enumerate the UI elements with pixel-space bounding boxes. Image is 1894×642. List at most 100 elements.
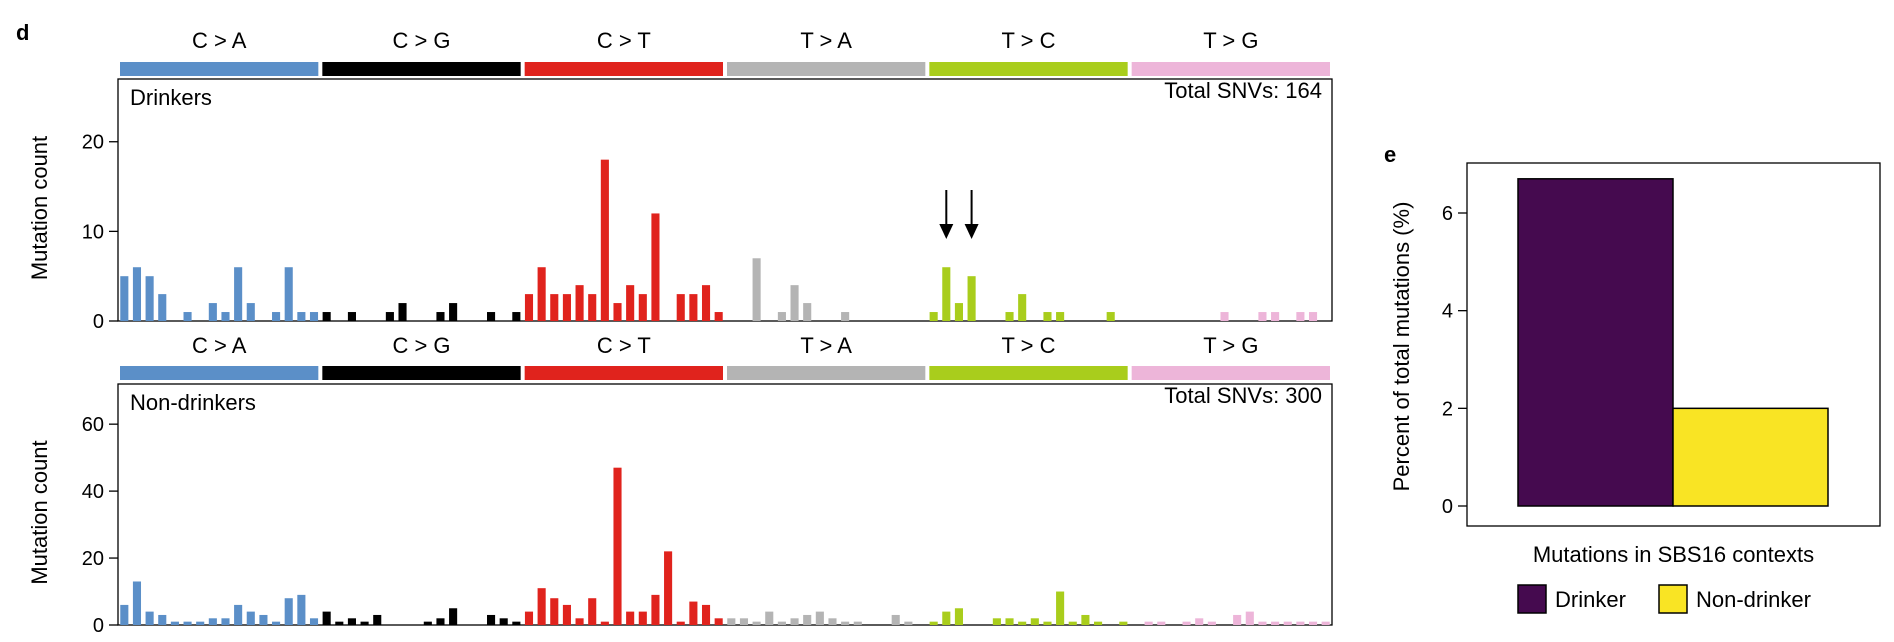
panel-letter-d: d xyxy=(16,20,29,45)
class-strip-4 xyxy=(929,62,1128,76)
class-label: C > A xyxy=(192,28,247,53)
bar xyxy=(120,604,129,625)
bar xyxy=(1233,614,1242,625)
class-label: C > G xyxy=(392,333,450,358)
class-strip-3 xyxy=(727,62,926,76)
bar xyxy=(208,303,217,321)
bar xyxy=(373,614,382,625)
bar xyxy=(588,294,597,321)
bar xyxy=(524,611,534,625)
class-label: T > G xyxy=(1203,333,1258,358)
bar xyxy=(1081,614,1090,625)
bar xyxy=(626,611,635,625)
total-snvs: Total SNVs: 164 xyxy=(1164,78,1322,103)
bar xyxy=(638,294,647,321)
legend-swatch xyxy=(1658,584,1688,614)
bar xyxy=(828,618,837,625)
bar xyxy=(676,621,685,625)
bar xyxy=(689,601,698,625)
y-tick-label: 20 xyxy=(82,548,104,570)
class-label: T > C xyxy=(1001,333,1055,358)
bar xyxy=(562,294,571,321)
class-strip-4 xyxy=(929,366,1128,380)
bar xyxy=(347,312,356,321)
bar xyxy=(765,611,774,625)
bar xyxy=(841,312,850,321)
bar xyxy=(1068,621,1077,625)
bar xyxy=(436,618,445,625)
bar xyxy=(132,581,142,625)
bar xyxy=(234,267,243,321)
y-tick-label: 0 xyxy=(93,615,104,637)
bar xyxy=(954,303,963,321)
bar xyxy=(120,276,129,321)
bar xyxy=(676,294,685,321)
panel-title: Drinkers xyxy=(130,85,212,110)
bar xyxy=(499,618,508,625)
class-strip-1 xyxy=(322,62,521,76)
bar xyxy=(790,618,799,625)
bar xyxy=(158,614,167,625)
bar xyxy=(638,611,647,625)
y-axis-label: Mutation count xyxy=(27,440,52,584)
class-label: T > A xyxy=(800,333,852,358)
bar xyxy=(1207,621,1216,625)
bar xyxy=(385,312,394,321)
bar xyxy=(347,618,356,625)
bar xyxy=(1308,312,1318,321)
y-tick-label: 10 xyxy=(82,221,104,243)
bar xyxy=(537,588,546,625)
class-strip-5 xyxy=(1131,366,1330,380)
bar xyxy=(183,312,192,321)
bar xyxy=(487,614,496,625)
sbs16-chart: 0 2 4 6 Percent of total mutations (%) Mutati… xyxy=(1389,162,1881,614)
y-tick-label: 20 xyxy=(82,132,104,154)
bar xyxy=(208,618,217,625)
bar xyxy=(221,618,230,625)
bar xyxy=(360,621,369,625)
bar xyxy=(752,621,761,625)
bar xyxy=(1094,621,1103,625)
bar xyxy=(1220,312,1229,321)
bar xyxy=(1296,312,1305,321)
bar xyxy=(550,598,559,625)
bar xyxy=(727,618,736,625)
plot-frame xyxy=(117,383,1333,626)
bar xyxy=(613,467,622,625)
bar xyxy=(322,312,331,321)
bar xyxy=(335,621,344,625)
bar xyxy=(1271,312,1280,321)
bar xyxy=(891,614,900,625)
bar xyxy=(1005,618,1014,625)
class-label: T > G xyxy=(1203,28,1258,53)
bar xyxy=(246,303,255,321)
class-label: C > T xyxy=(597,333,651,358)
bar xyxy=(537,267,546,321)
class-label: T > C xyxy=(1001,28,1055,53)
bar xyxy=(1245,611,1254,625)
bar xyxy=(777,621,786,625)
bar xyxy=(689,294,698,321)
bar xyxy=(739,618,749,625)
bar xyxy=(1119,621,1128,625)
panel-letter-e: e xyxy=(1384,142,1396,167)
plot-frame xyxy=(117,78,1333,322)
bar xyxy=(600,159,609,321)
bar xyxy=(1296,621,1305,625)
bar xyxy=(1056,312,1065,321)
bar xyxy=(297,594,306,625)
bar xyxy=(714,312,723,321)
bar xyxy=(1056,591,1065,625)
drinkers-chart: C > A C > G C > T T > A T > C T > G 0 10 20 Mutat… xyxy=(27,28,1333,333)
bar xyxy=(297,312,306,321)
bar xyxy=(1030,618,1039,625)
bar xyxy=(524,294,534,321)
bar xyxy=(1144,621,1153,625)
y-tick-label: 6 xyxy=(1442,203,1453,225)
bar-drinker xyxy=(1517,178,1674,507)
bar xyxy=(777,312,786,321)
y-axis-label: Percent of total mutations (%) xyxy=(1389,202,1414,492)
bar xyxy=(145,611,154,625)
legend-swatch xyxy=(1517,584,1547,614)
